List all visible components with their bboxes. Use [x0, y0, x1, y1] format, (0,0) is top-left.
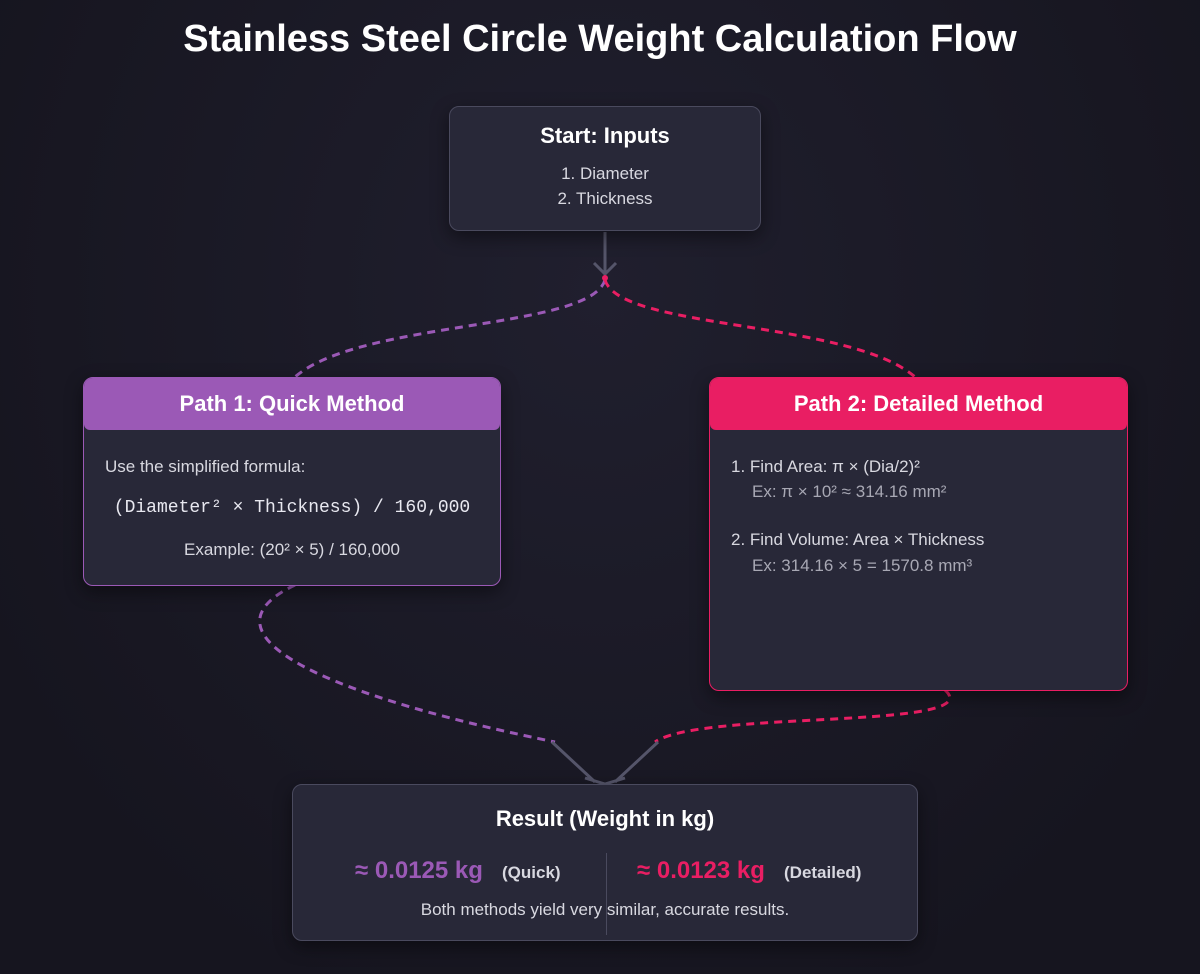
connector: [258, 583, 556, 744]
junction: [602, 275, 608, 281]
start-title: Start: Inputs: [540, 123, 670, 148]
result-box: Result (Weight in kg) ≈ 0.0125 kg (Quick…: [292, 784, 918, 941]
quick-label: (Quick): [502, 863, 561, 882]
connector: [654, 688, 951, 744]
path2-box: Path 2: Detailed Method 1. Find Area: π …: [709, 377, 1128, 691]
step-example: Ex: 314.16 × 5 = 1570.8 mm³: [752, 556, 973, 575]
path1-intro: Use the simplified formula:: [105, 457, 306, 476]
result-note: Both methods yield very similar, accurat…: [420, 900, 790, 919]
connector: [603, 279, 916, 379]
connector: [294, 279, 607, 379]
title: Stainless Steel Circle Weight Calculatio…: [183, 18, 1017, 60]
step-label: 1. Find Area: π × (Dia/2)²: [731, 457, 920, 476]
step-example: Ex: π × 10² ≈ 314.16 mm²: [752, 482, 947, 501]
path1-formula: (Diameter² × Thickness) / 160,000: [113, 498, 471, 518]
start-line: 1. Diameter: [561, 164, 649, 183]
arrow-head: [550, 740, 660, 786]
start-line: 2. Thickness: [557, 189, 653, 208]
path2-title: Path 2: Detailed Method: [710, 378, 1127, 430]
divider: [606, 853, 607, 935]
path1-box: Path 1: Quick Method Use the simplified …: [83, 377, 501, 586]
detailed-value: ≈ 0.0123 kg: [637, 857, 765, 884]
step-label: 2. Find Volume: Area × Thickness: [731, 530, 985, 549]
arrow-head: [592, 261, 618, 277]
start-box: Start: Inputs 1. Diameter 2. Thickness: [449, 106, 761, 231]
path1-example: Example: (20² × 5) / 160,000: [184, 540, 400, 559]
result-title: Result (Weight in kg): [495, 806, 715, 831]
quick-value: ≈ 0.0125 kg: [355, 857, 483, 884]
detailed-label: (Detailed): [784, 863, 862, 882]
path1-title: Path 1: Quick Method: [84, 378, 500, 430]
